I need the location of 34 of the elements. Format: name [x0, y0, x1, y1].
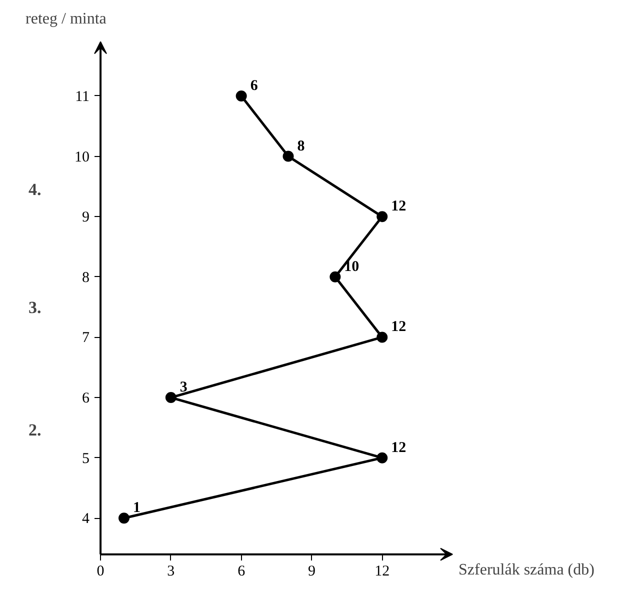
x-axis-title: Szferulák száma (db) [458, 561, 594, 578]
y-axis-title: reteg / minta [26, 10, 106, 28]
y-tick-label: 11 [75, 88, 90, 105]
x-tick-label: 3 [167, 563, 175, 580]
data-label: 6 [250, 78, 258, 94]
point [118, 512, 130, 524]
y-tick-label: 4 [82, 511, 90, 528]
y-tick-label: 7 [82, 330, 90, 346]
text: 2. [28, 420, 42, 440]
y-tick-label: 8 [82, 270, 90, 286]
y-tick-label: 6 [82, 390, 90, 407]
x-tick-label: 9 [308, 563, 316, 580]
y-tick-label: 10 [74, 149, 90, 166]
data-label: 10 [344, 258, 360, 275]
x-tick-label: 12 [374, 563, 390, 580]
data-label: 1 [133, 500, 140, 516]
data-label: 3 [180, 380, 188, 396]
point [376, 332, 388, 343]
x-tick-label: 0 [96, 563, 104, 580]
data-label: 8 [297, 138, 305, 154]
data-label: 12 [391, 440, 406, 456]
point [376, 452, 388, 464]
point [282, 150, 294, 162]
text: 3. [28, 298, 42, 318]
data-label: 12 [391, 198, 406, 215]
y-tick-label: 9 [82, 210, 90, 226]
data-label: 12 [391, 319, 406, 336]
y-tick-label: 5 [82, 450, 90, 467]
point [236, 90, 247, 102]
point [165, 392, 176, 404]
text: 4. [28, 180, 42, 199]
x-tick-label: 6 [238, 563, 246, 580]
point [330, 271, 341, 282]
point [376, 211, 388, 222]
